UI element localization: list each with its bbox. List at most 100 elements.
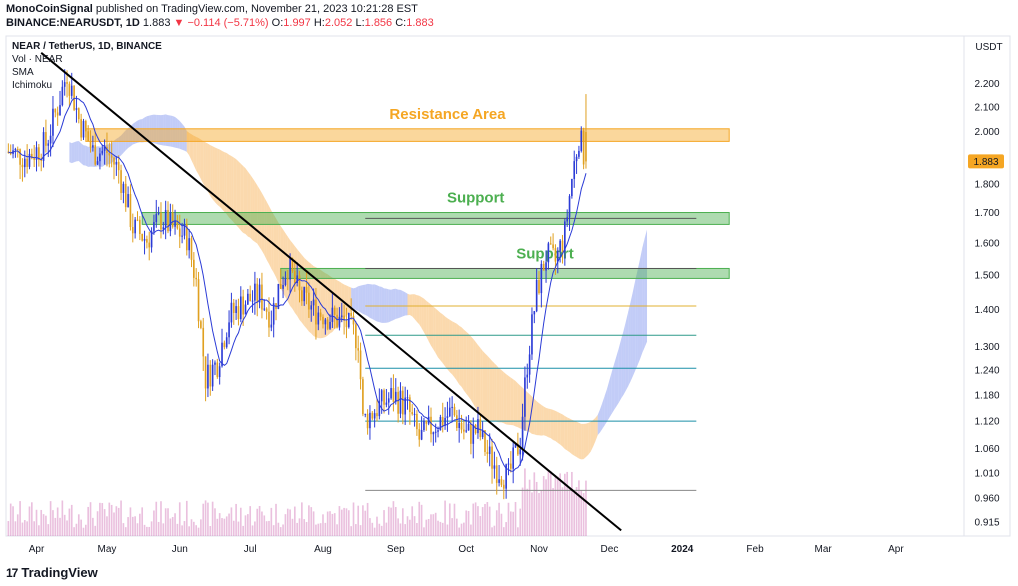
cloud-segment (160, 114, 164, 146)
candle-body (176, 220, 179, 229)
y-tick-label: 1.800 (974, 179, 999, 190)
volume-bar (488, 506, 491, 536)
x-tick-label: Feb (746, 544, 764, 555)
cloud-segment (430, 304, 434, 350)
x-tick-label: Mar (815, 544, 833, 555)
volume-bar (218, 513, 221, 536)
volume-bar (456, 518, 458, 536)
y-tick-label: 1.400 (974, 305, 999, 316)
candle-body (256, 283, 259, 303)
cloud-segment (513, 379, 516, 427)
candle-body (549, 243, 552, 245)
candle-body (479, 419, 482, 438)
candle-body (209, 364, 212, 387)
candle-body (148, 242, 151, 248)
volume-bar (47, 524, 50, 536)
volume-bar (418, 501, 421, 536)
support-label: Support (447, 190, 505, 207)
candle-body (343, 315, 345, 321)
cloud-segment (374, 284, 377, 322)
tradingview-logo[interactable]: 17 TradingView (6, 565, 98, 580)
candle-body (14, 148, 17, 151)
cloud-segment (604, 388, 608, 426)
candle-body (350, 312, 352, 316)
candle-body (390, 388, 392, 399)
cloud-segment (400, 289, 403, 318)
candle-body (136, 219, 139, 221)
cloud-segment (212, 146, 215, 203)
volume-bar (211, 501, 214, 536)
volume-bar (535, 481, 538, 536)
cloud-segment (583, 423, 586, 460)
cloud-segment (562, 414, 565, 450)
cloud-segment (442, 314, 446, 367)
volume-bar (437, 520, 439, 536)
candle-body (312, 299, 315, 306)
volume-bar (338, 506, 341, 536)
cloud-segment (485, 353, 488, 421)
volume-bar (59, 517, 61, 536)
volume-bar (70, 504, 73, 536)
volume-bar (390, 507, 392, 536)
cloud-segment (137, 119, 140, 143)
candle-body (221, 342, 223, 367)
cloud-segment (576, 421, 579, 459)
candle-body (239, 296, 242, 320)
volume-bar (277, 522, 280, 536)
candle-body (416, 413, 418, 430)
cloud-segment (168, 115, 171, 147)
cloud-segment (391, 289, 394, 322)
candle-body (232, 302, 235, 314)
cloud-segment (259, 189, 262, 251)
volume-bar (514, 501, 517, 536)
candle-body (345, 320, 348, 328)
resistance-label: Resistance Area (389, 106, 506, 123)
close-value: 1.883 (406, 17, 434, 29)
candle-body (319, 312, 322, 317)
cloud-segment (369, 284, 373, 319)
volume-bar (362, 505, 364, 536)
candle-body (249, 293, 252, 302)
volume-bar (549, 471, 552, 536)
volume-bar (42, 514, 45, 536)
volume-bar (505, 522, 507, 536)
volume-bar (446, 524, 449, 536)
legend-indicator: SMA (12, 67, 34, 78)
candle-body (139, 219, 141, 234)
volume-bar (223, 518, 226, 536)
cloud-segment (276, 218, 279, 283)
candle-body (42, 132, 45, 161)
volume-bar (441, 522, 444, 536)
volume-bar (427, 519, 430, 536)
candle-body (80, 119, 82, 138)
cloud-segment (632, 280, 636, 377)
candle-body (120, 170, 122, 193)
cloud-segment (74, 141, 77, 163)
cloud-segment (625, 311, 629, 391)
volume-bar (507, 502, 510, 536)
volume-bar (99, 502, 101, 536)
volume-bar (87, 506, 90, 536)
volume-bar (401, 508, 404, 536)
volume-bar (404, 524, 406, 536)
author-name[interactable]: MonoCoinSignal (6, 3, 93, 15)
candle-body (547, 243, 550, 263)
cloud-segment (365, 283, 368, 317)
volume-bar (573, 492, 576, 536)
candle-body (296, 275, 298, 283)
cloud-segment (240, 163, 244, 233)
candle-body (82, 120, 85, 138)
volume-bar (578, 480, 580, 536)
volume-bar (392, 501, 395, 536)
candle-body (23, 158, 26, 168)
candle-body (103, 146, 106, 151)
volume-bar (279, 527, 282, 536)
volume-bar (275, 503, 277, 536)
legend-indicator: Ichimoku (12, 80, 52, 91)
candle-body (113, 157, 115, 165)
volume-bar (460, 523, 463, 536)
volume-bar (89, 502, 92, 536)
volume-bar (190, 519, 193, 536)
cloud-segment (618, 339, 622, 403)
